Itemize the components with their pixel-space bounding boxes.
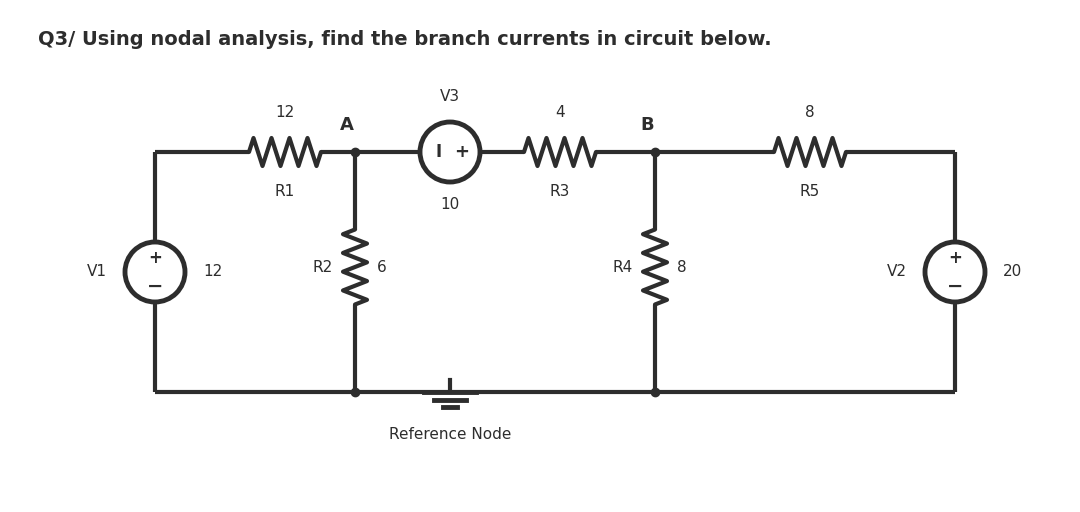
Text: +: +	[454, 143, 469, 161]
Text: A: A	[340, 116, 354, 134]
Text: 12: 12	[203, 265, 222, 280]
Text: 20: 20	[1003, 265, 1023, 280]
Text: Reference Node: Reference Node	[389, 427, 511, 442]
Text: V1: V1	[87, 265, 107, 280]
Text: R2: R2	[313, 260, 333, 274]
Text: +: +	[948, 249, 962, 267]
Text: 8: 8	[806, 105, 814, 120]
Text: +: +	[148, 249, 162, 267]
Text: −: −	[147, 277, 163, 296]
Text: I: I	[435, 143, 442, 161]
Text: 8: 8	[677, 260, 687, 274]
Text: R3: R3	[550, 184, 570, 199]
Text: R5: R5	[800, 184, 820, 199]
Text: B: B	[640, 116, 653, 134]
Text: Q3/ Using nodal analysis, find the branch currents in circuit below.: Q3/ Using nodal analysis, find the branc…	[38, 30, 771, 49]
Text: V2: V2	[887, 265, 907, 280]
Text: 6: 6	[377, 260, 387, 274]
Text: −: −	[947, 277, 963, 296]
Text: R1: R1	[275, 184, 295, 199]
Text: R4: R4	[612, 260, 633, 274]
Text: 4: 4	[555, 105, 565, 120]
Text: 10: 10	[441, 197, 460, 212]
Text: 12: 12	[275, 105, 295, 120]
Text: V3: V3	[440, 89, 460, 104]
